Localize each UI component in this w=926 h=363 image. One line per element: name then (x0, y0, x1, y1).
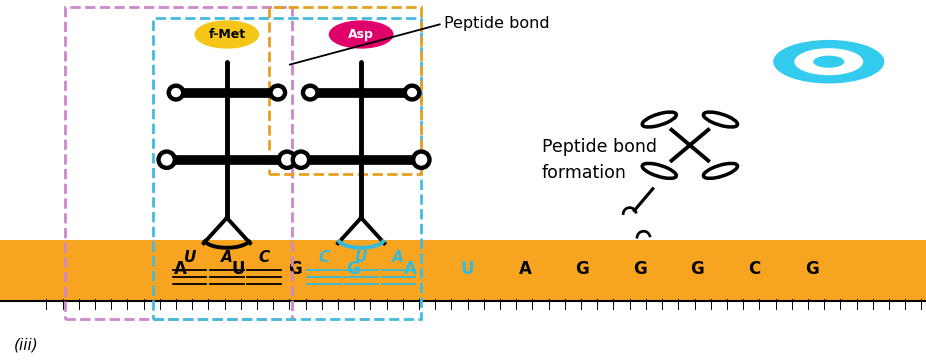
Text: U: U (461, 260, 474, 278)
Ellipse shape (279, 152, 295, 168)
Text: U: U (183, 250, 196, 265)
Ellipse shape (704, 163, 737, 178)
Text: Peptide bond: Peptide bond (444, 16, 550, 31)
Ellipse shape (270, 86, 285, 99)
Ellipse shape (704, 112, 737, 127)
Circle shape (773, 40, 884, 83)
Text: G: G (691, 260, 704, 278)
Text: G: G (633, 260, 646, 278)
Ellipse shape (194, 20, 259, 49)
Ellipse shape (329, 20, 394, 49)
Text: Peptide bond
formation: Peptide bond formation (542, 138, 657, 182)
Text: Asp: Asp (348, 28, 374, 41)
Text: (iii): (iii) (14, 337, 39, 352)
Text: A: A (519, 260, 532, 278)
Text: G: G (576, 260, 589, 278)
Text: A: A (393, 250, 404, 265)
Circle shape (795, 48, 863, 75)
Ellipse shape (413, 152, 430, 168)
Text: C: C (258, 250, 269, 265)
Text: U: U (355, 250, 368, 265)
Bar (0, 240, 926, 301)
Circle shape (813, 56, 845, 68)
Ellipse shape (643, 163, 676, 178)
Text: G: G (289, 260, 302, 278)
Ellipse shape (293, 152, 309, 168)
Text: U: U (232, 260, 244, 278)
Ellipse shape (169, 86, 183, 99)
Text: C: C (319, 250, 330, 265)
Text: A: A (221, 250, 232, 265)
Text: f-Met: f-Met (208, 28, 245, 41)
Ellipse shape (405, 86, 419, 99)
Text: G: G (806, 260, 819, 278)
Ellipse shape (158, 152, 175, 168)
Text: C: C (748, 260, 761, 278)
Ellipse shape (303, 86, 318, 99)
Text: A: A (174, 260, 187, 278)
Text: A: A (404, 260, 417, 278)
Text: G: G (346, 260, 359, 278)
Ellipse shape (643, 112, 676, 127)
